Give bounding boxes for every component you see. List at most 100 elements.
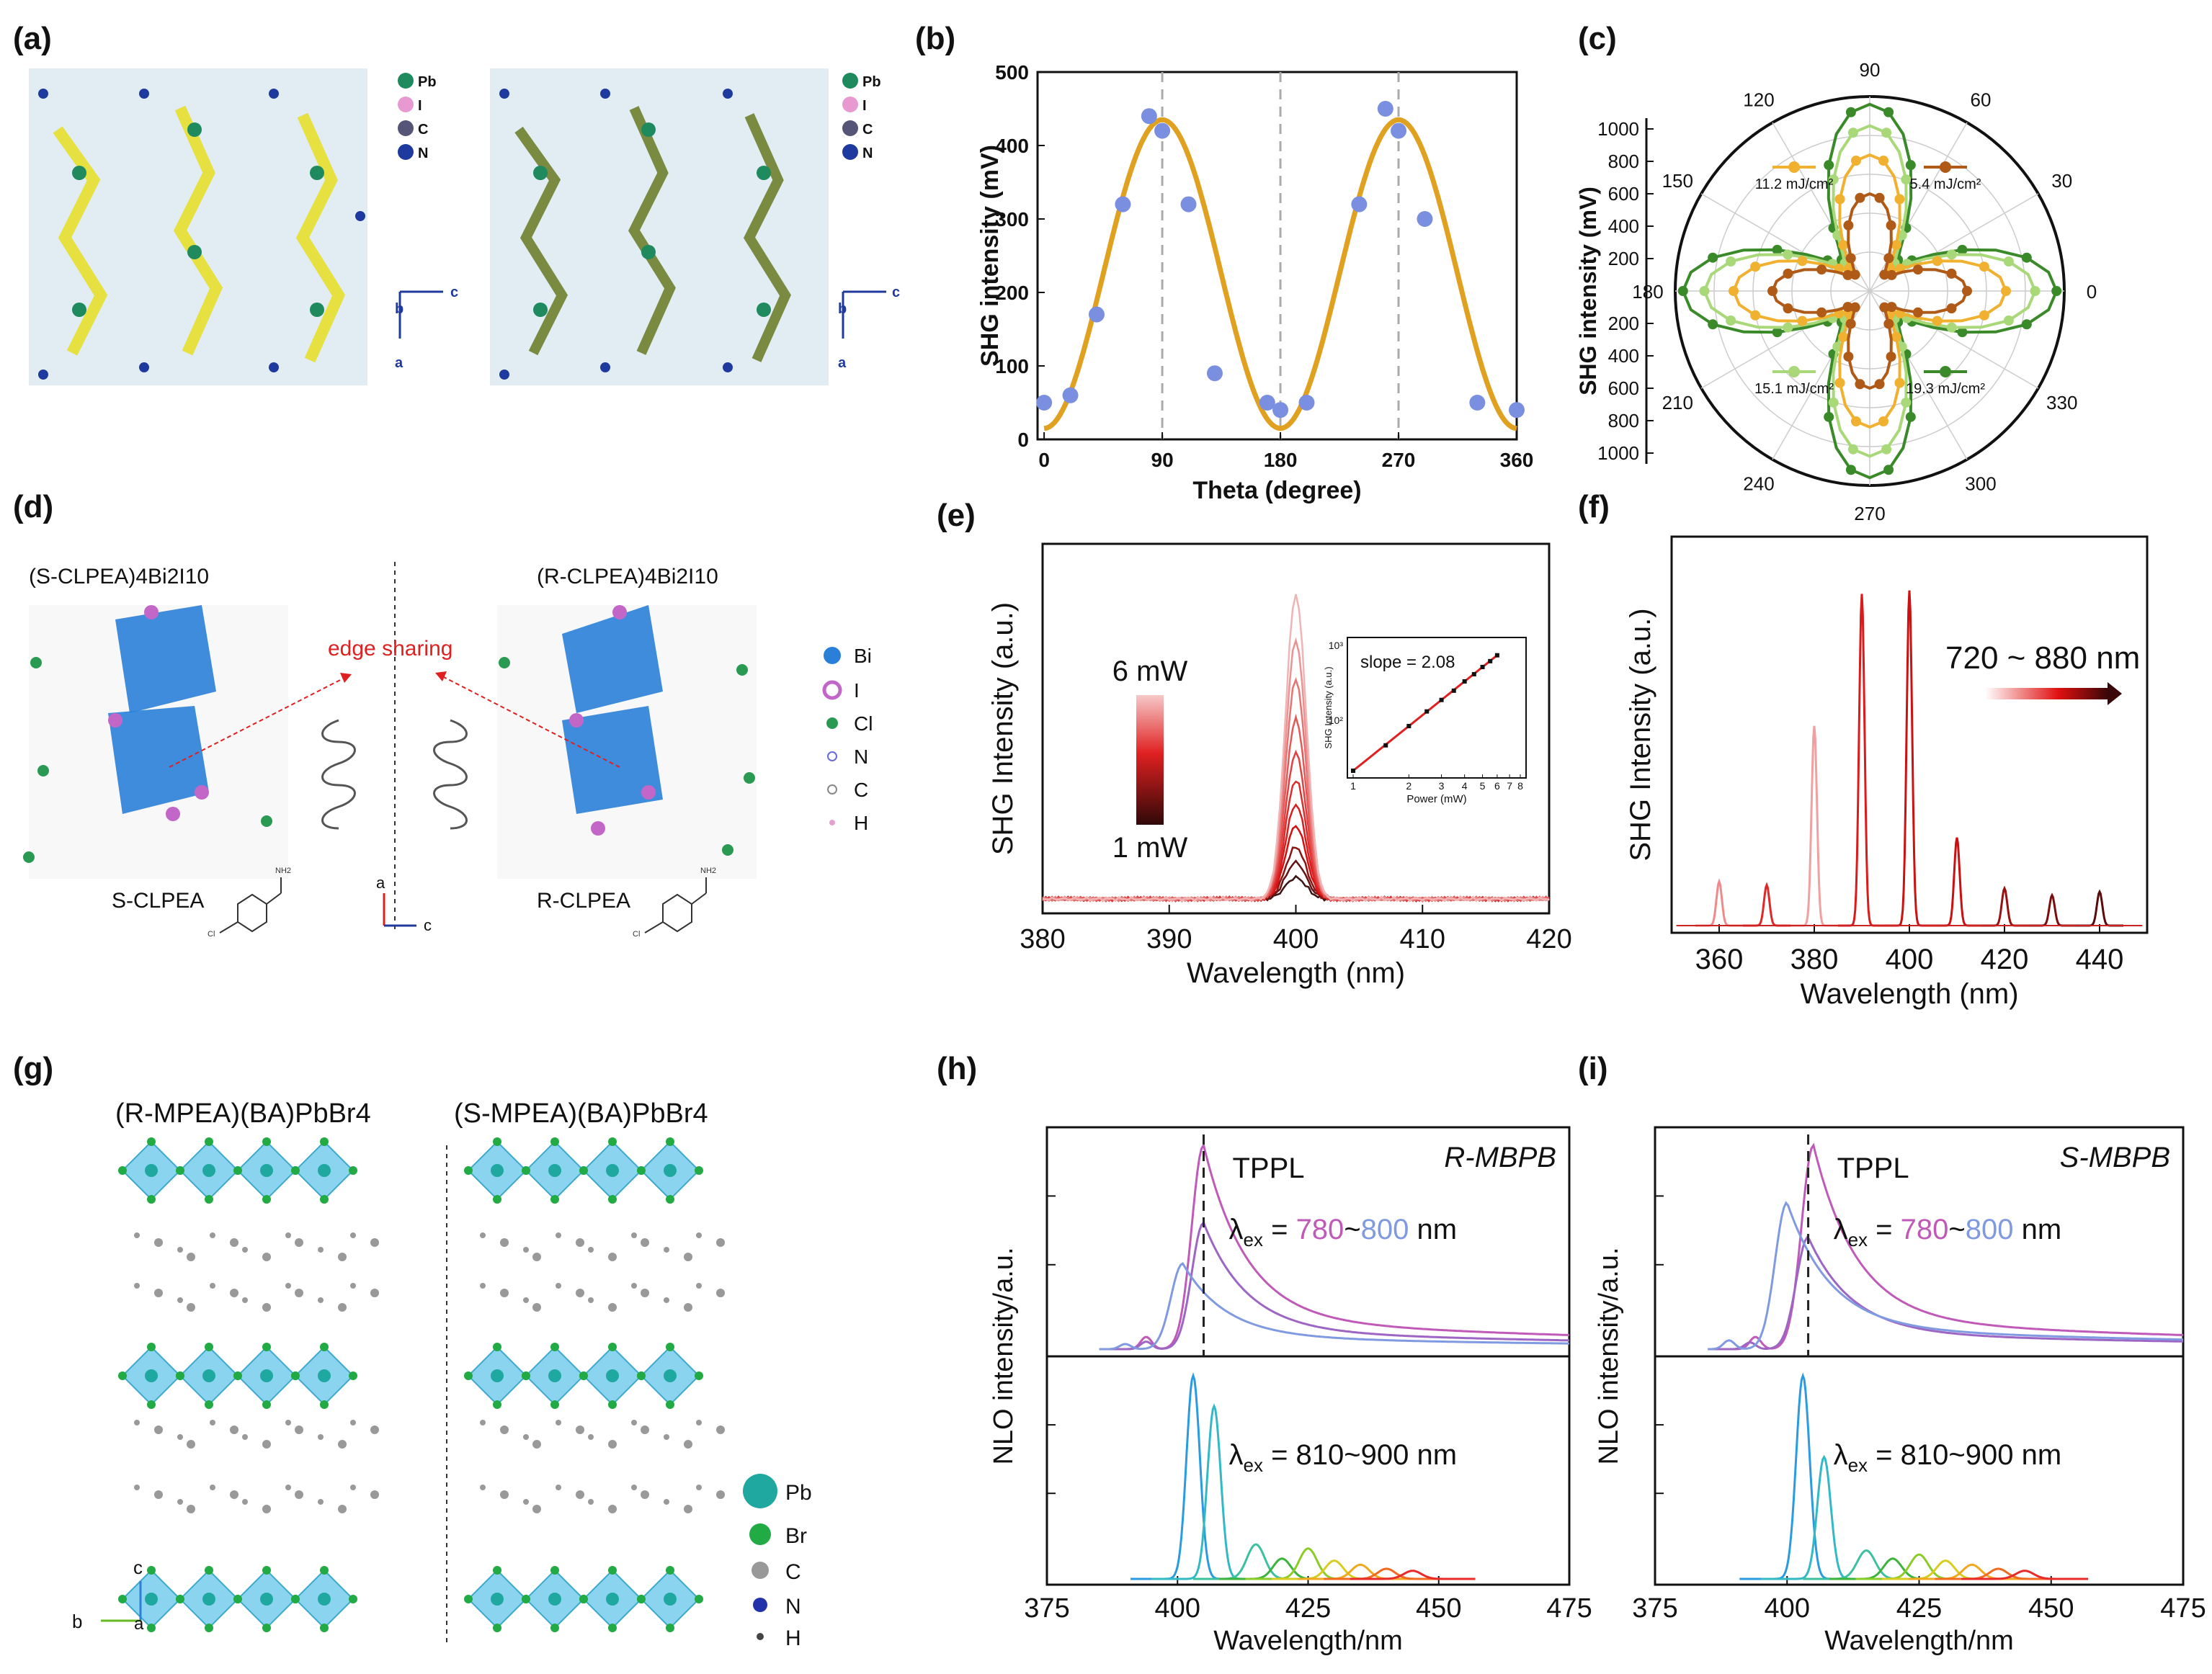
h-sample-tag: R-MBPB: [1444, 1142, 1556, 1173]
h-excitation-part: = 810~900 nm: [1263, 1439, 1457, 1471]
panel-a-structure: Pb I C N Pb I C N c b a c b a: [29, 68, 900, 385]
b-xtick-label: 360: [1500, 449, 1534, 471]
e-inset-ytick-label: 10²: [1329, 715, 1344, 726]
panel-label-i: (i): [1578, 1051, 1608, 1086]
chart-h: 375 400 425 450 475 Wavelength/nm NLO intensit…: [989, 1126, 1592, 1656]
f-range-arrow: [1985, 688, 2108, 699]
i-excitation-part: = 810~900 nm: [1868, 1439, 2061, 1471]
c-series-marker: [1946, 322, 1957, 333]
c-series-marker: [1842, 269, 1853, 280]
c-series-marker: [1845, 107, 1856, 117]
organic-atom: [187, 1253, 195, 1261]
c-series-marker: [1828, 174, 1839, 185]
i-excitation-part: λ: [1834, 1214, 1848, 1245]
organic-atom: [696, 1420, 702, 1425]
br-atom: [550, 1195, 559, 1204]
h-excitation-part: nm: [1409, 1214, 1457, 1245]
organic-atom: [608, 1253, 617, 1261]
br-atom: [666, 1195, 674, 1204]
organic-atom: [500, 1425, 509, 1434]
organic-atom: [664, 1247, 669, 1253]
organic-atom: [318, 1297, 324, 1303]
organic-atom: [532, 1303, 541, 1312]
organic-atom: [338, 1440, 347, 1449]
b-xtick-label: 0: [1038, 449, 1050, 471]
pb-atom: [664, 1369, 677, 1382]
c-legend-label: 19.3 mJ/cm²: [1906, 381, 1985, 397]
c-series-marker: [1842, 302, 1853, 313]
e-ylabel: SHG Intensity (a.u.): [987, 602, 1019, 855]
d-edge-sharing: edge sharing: [328, 637, 452, 661]
c-rtick-label: 400: [1608, 345, 1639, 367]
b-ytick-label: 100: [995, 355, 1029, 377]
b-ytick-label: 200: [995, 282, 1029, 304]
i-excitation-part: nm: [2013, 1214, 2061, 1245]
legend-g: Pb Br C N H: [743, 1474, 812, 1650]
e-xtick-label: 400: [1273, 924, 1319, 954]
c-series-marker: [1847, 444, 1858, 455]
organic-atom: [641, 1425, 649, 1434]
c-series-marker: [1845, 253, 1856, 264]
e-inset-xtick-label: 8: [1517, 780, 1523, 792]
c-series-marker: [1979, 310, 1989, 321]
c-series-marker: [1783, 322, 1793, 333]
organic-atom: [338, 1253, 347, 1261]
e-inset-xtick-label: 6: [1494, 780, 1500, 792]
organic-atom: [338, 1505, 347, 1513]
br-atom: [320, 1400, 329, 1409]
c-angle-label: 120: [1743, 89, 1774, 110]
br-atom: [118, 1371, 127, 1380]
organic-atom: [500, 1289, 509, 1297]
organic-atom: [350, 1485, 356, 1490]
h-upper-line: [1099, 1142, 1570, 1351]
svg-text:H: H: [785, 1626, 801, 1650]
c-series-marker: [1824, 160, 1834, 171]
br-atom: [637, 1371, 646, 1380]
b-data-point: [1062, 387, 1079, 403]
axis-label-c-right: c: [892, 285, 900, 300]
organic-atom: [523, 1434, 529, 1440]
e-inset-point: [1494, 653, 1499, 658]
c-angle-label: 0: [2087, 281, 2097, 303]
h-xtick-label: 375: [1024, 1593, 1069, 1624]
g-axis-b: b: [72, 1611, 82, 1632]
h-excitation-part: =: [1263, 1214, 1296, 1245]
e-xtick-label: 380: [1020, 924, 1065, 954]
i-excitation-part: 800: [1966, 1214, 2014, 1245]
br-atom: [205, 1624, 213, 1632]
pb-atom: [318, 1164, 331, 1177]
br-atom: [550, 1343, 559, 1351]
g-title-left: (R-MPEA)(BA)PbBr4: [115, 1098, 371, 1129]
c-series-marker: [1946, 303, 1957, 314]
br-atom: [147, 1624, 156, 1632]
c-legend-marker: [1788, 366, 1800, 377]
svg-text:C: C: [862, 122, 873, 138]
g-axis-a: a: [134, 1614, 144, 1634]
ligand-left-cl: Cl: [208, 930, 215, 939]
c-series-marker: [1850, 155, 1861, 166]
organic-atom: [295, 1289, 303, 1297]
br-atom: [608, 1400, 617, 1409]
h-upper-excitation: λex = 780~800 nm: [1229, 1214, 1458, 1250]
br-atom: [291, 1371, 300, 1380]
c-series-marker: [1912, 307, 1923, 318]
g-title-right: (S-MPEA)(BA)PbBr4: [454, 1098, 708, 1129]
pb-atom: [606, 1369, 619, 1382]
svg-text:H: H: [854, 812, 868, 834]
br-atom: [550, 1624, 559, 1632]
e-inset-ylabel: SHG Intensity (a.u.): [1323, 666, 1334, 748]
c-series-marker: [1824, 411, 1834, 422]
c-series-marker: [1750, 310, 1761, 321]
br-atom: [205, 1343, 213, 1351]
panel-label-e: (e): [937, 498, 976, 533]
c-series-marker: [1850, 416, 1861, 427]
c-series-marker: [1891, 240, 1901, 251]
h-upper-line: [1099, 1261, 1570, 1351]
br-atom: [608, 1624, 617, 1632]
br-atom: [666, 1343, 674, 1351]
e-inset-xlabel: Power (mW): [1406, 793, 1466, 805]
c-rtick-label: 200: [1608, 248, 1639, 269]
f-xtick-label: 440: [2076, 944, 2124, 975]
pb-atom: [202, 1369, 215, 1382]
h-upper-line: [1099, 1220, 1570, 1351]
